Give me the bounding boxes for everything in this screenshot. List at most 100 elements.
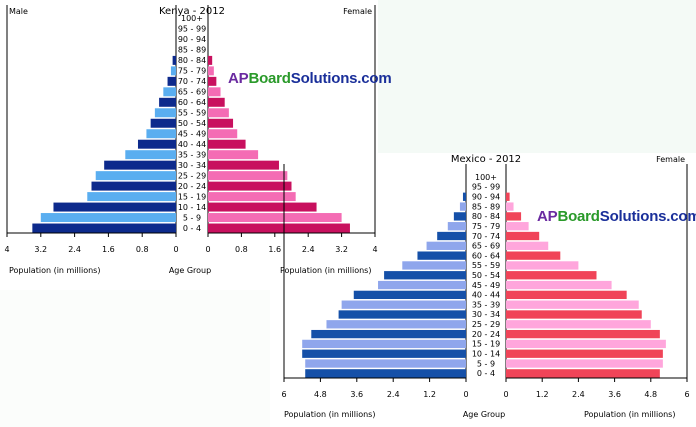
bar-female — [208, 97, 225, 107]
background-panel — [0, 290, 270, 427]
bar-female — [506, 222, 529, 231]
x-tick-label: 0.8 — [235, 245, 248, 254]
age-group-label: 35 - 39 — [472, 300, 500, 309]
watermark-part: AP — [228, 70, 249, 87]
bar-female — [208, 66, 214, 76]
age-group-label: 85 - 89 — [472, 202, 500, 211]
age-group-label: 30 - 34 — [178, 161, 206, 170]
age-group-label: 0 - 4 — [477, 369, 495, 378]
bar-male — [338, 310, 466, 319]
bar-female — [506, 359, 663, 368]
female-label: Female — [343, 7, 372, 16]
x-tick-label: 6 — [281, 390, 286, 399]
age-group-label: 75 - 79 — [472, 222, 500, 231]
bar-male — [353, 290, 466, 300]
bar-female — [208, 202, 317, 212]
bar-male — [170, 66, 176, 76]
center-axis-label: Age Group — [169, 266, 211, 275]
age-group-label: 30 - 34 — [472, 310, 500, 319]
age-group-label: 25 - 29 — [472, 320, 500, 329]
bar-female — [506, 290, 627, 300]
age-group-label: 70 - 74 — [178, 77, 206, 86]
x-tick-label: 3.2 — [34, 245, 47, 254]
x-axis-label: Population (in millions) — [280, 266, 371, 275]
x-tick-label: 2.4 — [387, 390, 400, 399]
watermark-part: AP — [537, 208, 558, 225]
bar-female — [506, 212, 522, 221]
x-tick-label: 0 — [503, 390, 508, 399]
background-panel — [378, 0, 696, 153]
chart-title: Mexico - 2012 — [451, 154, 521, 165]
bar-female — [506, 300, 639, 309]
bar-male — [426, 241, 466, 250]
bar-male — [453, 212, 466, 221]
bar-female — [208, 108, 229, 118]
bar-female — [208, 192, 296, 202]
x-tick-label: 6 — [684, 390, 689, 399]
age-group-label: 50 - 54 — [178, 119, 206, 128]
x-tick-label: 1.6 — [102, 245, 115, 254]
x-tick-label: 3.2 — [335, 245, 348, 254]
bar-female — [208, 87, 221, 97]
age-group-label: 40 - 44 — [178, 140, 206, 149]
age-group-label: 5 - 9 — [183, 213, 201, 222]
x-tick-label: 2.4 — [572, 390, 585, 399]
bar-male — [32, 223, 176, 233]
bar-male — [305, 369, 466, 378]
age-group-label: 10 - 14 — [178, 203, 206, 212]
bar-male — [402, 261, 466, 270]
bar-female — [208, 223, 350, 233]
watermark-part: Solutions.com — [290, 70, 392, 87]
x-axis-label: Population (in millions) — [584, 410, 675, 419]
x-tick-label: 0 — [463, 390, 468, 399]
bar-female — [506, 231, 540, 241]
x-tick-label: 1.6 — [268, 245, 281, 254]
bar-male — [159, 97, 176, 107]
bar-female — [506, 241, 549, 250]
age-group-label: 60 - 64 — [178, 98, 206, 107]
x-axis-label: Population (in millions) — [9, 266, 100, 275]
bar-male — [437, 231, 466, 241]
bar-female — [506, 271, 597, 280]
age-group-label: 35 - 39 — [178, 150, 206, 159]
bar-male — [154, 108, 176, 118]
male-label: Male — [9, 7, 28, 16]
x-tick-label: 1.2 — [423, 390, 436, 399]
bar-male — [40, 213, 176, 223]
bar-female — [506, 202, 514, 211]
age-group-label: 50 - 54 — [472, 271, 500, 280]
chart-title: Kenya - 2012 — [159, 6, 225, 17]
age-group-label: 60 - 64 — [472, 251, 500, 260]
x-tick-label: 0 — [205, 245, 210, 254]
age-group-label: 15 - 19 — [178, 192, 206, 201]
bar-female — [208, 150, 259, 160]
bar-male — [53, 202, 176, 212]
bar-female — [208, 129, 238, 139]
x-tick-label: 4.8 — [314, 390, 327, 399]
x-axis-label: Population (in millions) — [284, 410, 375, 419]
bar-female — [506, 369, 660, 378]
x-tick-label: 4 — [4, 245, 9, 254]
age-group-label: 90 - 94 — [178, 35, 206, 44]
bar-male — [326, 320, 466, 329]
x-tick-label: 2.4 — [68, 245, 81, 254]
bar-male — [125, 150, 176, 160]
bar-male — [167, 76, 176, 86]
bar-female — [506, 349, 663, 358]
x-tick-label: 3.6 — [350, 390, 363, 399]
watermark: APBoardSolutions.com — [228, 70, 392, 87]
center-axis-label: Age Group — [463, 410, 505, 419]
bar-male — [87, 192, 176, 202]
bar-female — [506, 339, 666, 349]
watermark-part: Board — [248, 70, 291, 87]
age-group-label: 95 - 99 — [472, 183, 500, 192]
bar-female — [506, 251, 561, 260]
bar-male — [417, 251, 466, 260]
bar-female — [506, 280, 612, 290]
watermark: APBoardSolutions.com — [537, 208, 696, 225]
bar-male — [146, 129, 176, 139]
age-group-label: 25 - 29 — [178, 171, 206, 180]
x-tick-label: 3.6 — [608, 390, 621, 399]
age-group-label: 15 - 19 — [472, 340, 500, 349]
